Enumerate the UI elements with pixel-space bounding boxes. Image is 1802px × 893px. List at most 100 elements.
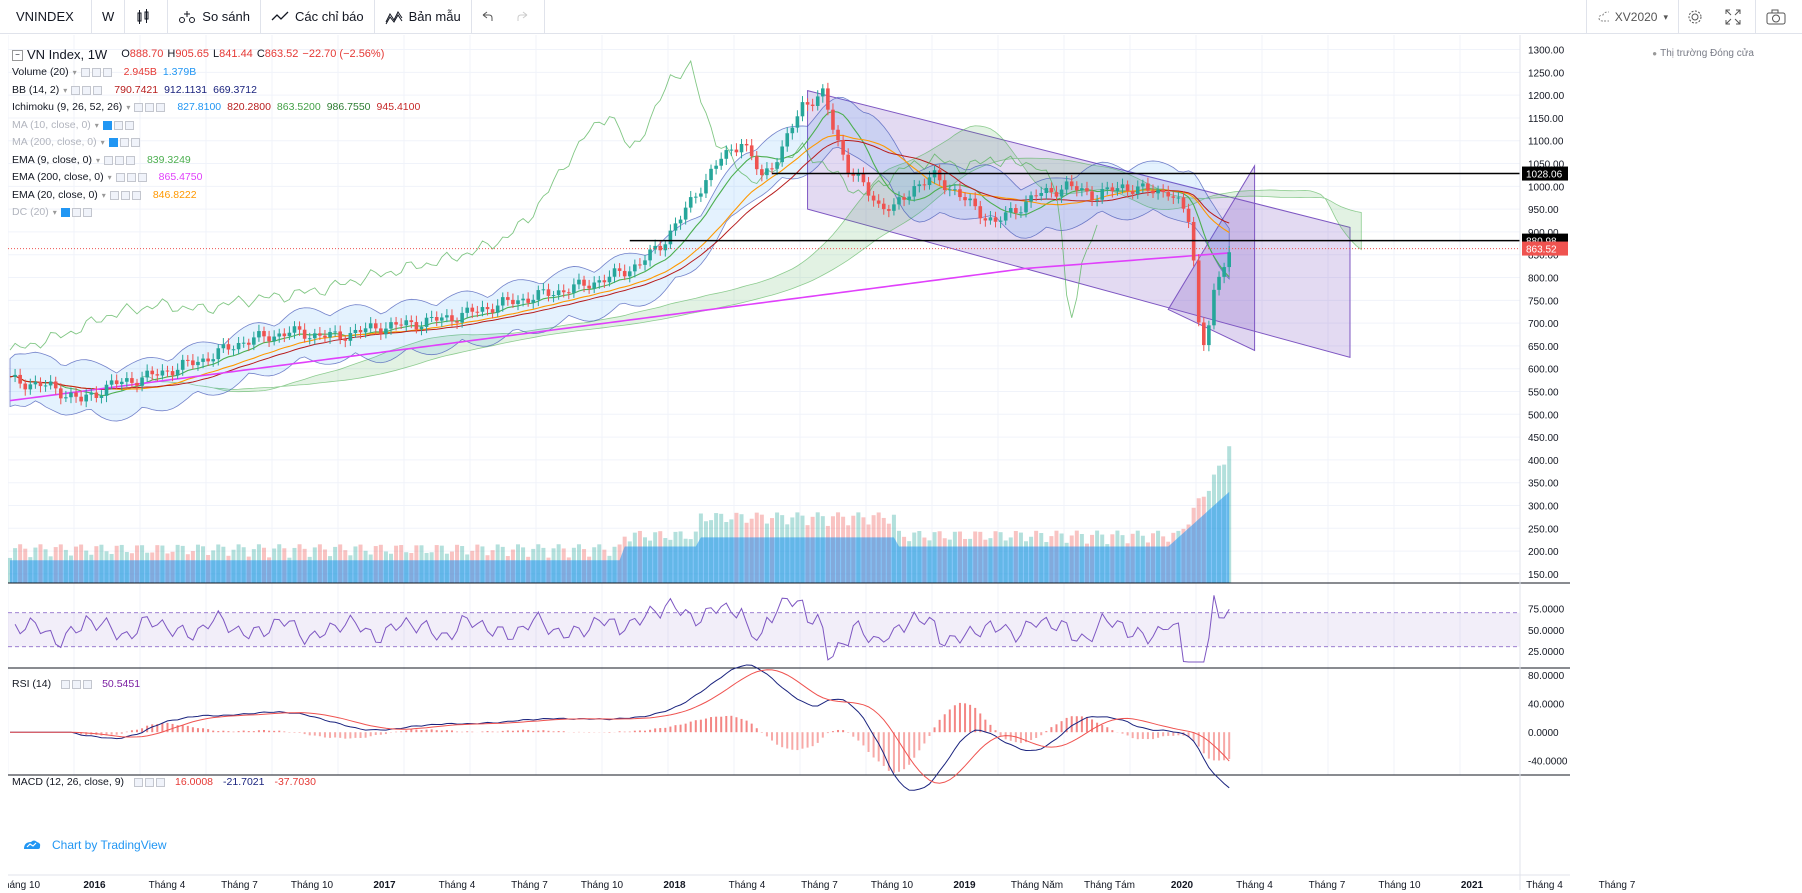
- indicator-controls[interactable]: [115, 173, 149, 183]
- compare-button[interactable]: So sánh: [168, 0, 261, 34]
- macd-histogram-bar: [562, 731, 565, 733]
- indicator-legend-row[interactable]: Ichimoku (9, 26, 52, 26) ▾ 827.8100 820.280…: [12, 99, 420, 117]
- indicator-controls[interactable]: [80, 68, 114, 78]
- indicator-legend-row[interactable]: MA (200, close, 0) ▾: [12, 134, 420, 152]
- candle-body: [688, 197, 693, 208]
- candle-body: [724, 150, 729, 159]
- indicator-legend-row[interactable]: EMA (20, close, 0) ▾ 846.8222: [12, 187, 420, 205]
- rsi-controls[interactable]: [61, 679, 94, 689]
- interval-button[interactable]: W: [92, 0, 126, 34]
- indicators-button[interactable]: Các chỉ báo: [261, 0, 375, 34]
- indicator-legend-row[interactable]: EMA (200, close, 0) ▾ 865.4750: [12, 169, 420, 187]
- candle-body: [810, 104, 815, 106]
- indicators-icon: [271, 11, 289, 20]
- candle-body: [140, 377, 144, 386]
- macd-legend[interactable]: MACD (12, 26, close, 9) 16.0008 -21.7021…: [12, 776, 316, 788]
- chevron-down-icon[interactable]: ▾: [72, 68, 77, 77]
- chart-style-button[interactable]: [125, 0, 169, 34]
- macd-histogram-bar: [466, 731, 469, 733]
- candle-body: [546, 289, 551, 296]
- undo-button[interactable]: [472, 0, 508, 34]
- open-value: 888.70: [129, 48, 164, 61]
- candle-body: [1202, 322, 1206, 346]
- indicator-value: 863.5200: [276, 101, 321, 113]
- macd-histogram-bar: [552, 731, 555, 733]
- time-tick-label: Tháng 10: [1378, 880, 1421, 890]
- chevron-down-icon[interactable]: ▾: [94, 120, 99, 130]
- watermark-label: Chart by TradingView: [52, 838, 167, 852]
- chevron-down-icon[interactable]: ▾: [101, 190, 106, 200]
- candle-body: [511, 299, 515, 305]
- time-tick-label: Tháng 7: [1309, 880, 1346, 890]
- low-value: 841.44: [219, 48, 253, 61]
- chevron-down-icon[interactable]: ▾: [95, 155, 100, 165]
- settings-button[interactable]: [1678, 0, 1717, 34]
- snapshot-button[interactable]: [1755, 0, 1802, 34]
- chevron-down-icon[interactable]: ▾: [107, 173, 112, 182]
- symbol-search[interactable]: VNINDEX: [0, 0, 92, 34]
- main-series-legend[interactable]: − VN Index, 1W O 888.70 H 905.65 L 841.44 C…: [12, 46, 420, 64]
- indicator-value: 790.7421: [114, 83, 159, 96]
- indicator-legend-row[interactable]: EMA (9, close, 0) ▾ 839.3249: [12, 152, 420, 170]
- price-chart[interactable]: 1300.00 1250.00 1200.00 1150.00 1100.00 1050.…: [8, 35, 1759, 890]
- chevron-down-icon[interactable]: ▾: [52, 208, 57, 217]
- chevron-down-icon[interactable]: ▾: [100, 138, 105, 147]
- macd-histogram-bar: [816, 732, 819, 743]
- collapse-icon[interactable]: −: [12, 49, 23, 61]
- price-tick-label: 950.00: [1528, 205, 1559, 216]
- indicator-name: Volume (20): [12, 66, 69, 78]
- macd-histogram-bar: [268, 730, 271, 733]
- indicator-controls[interactable]: [71, 85, 104, 95]
- macd-histogram-bar: [720, 716, 723, 733]
- indicator-legend-row[interactable]: BB (14, 2) ▾ 790.7421 912.1131 669.3712: [12, 82, 420, 100]
- templates-button[interactable]: Bản mẫu: [375, 0, 472, 34]
- indicator-controls[interactable]: [108, 138, 142, 148]
- macd-histogram-value: 16.0008: [175, 776, 214, 788]
- macd-histogram-bar: [176, 725, 179, 733]
- candle-body: [561, 290, 566, 293]
- indicator-value: 2.945B: [123, 66, 157, 78]
- candle-body: [597, 280, 602, 283]
- macd-histogram-bar: [1111, 730, 1114, 733]
- candle-body: [109, 380, 114, 385]
- macd-histogram-bar: [725, 715, 728, 733]
- indicator-legend-row[interactable]: MA (10, close, 0) ▾: [12, 117, 420, 135]
- macd-histogram-bar: [1146, 732, 1149, 740]
- macd-pane: [10, 664, 1231, 791]
- candle-body: [1176, 197, 1181, 199]
- fullscreen-button[interactable]: [1717, 0, 1755, 34]
- macd-controls[interactable]: [134, 777, 167, 787]
- macd-histogram-bar: [679, 724, 682, 733]
- chart-legend: − VN Index, 1W O 888.70 H 905.65 L 841.44 C…: [12, 46, 420, 222]
- indicator-value: 945.4100: [376, 101, 421, 113]
- macd-histogram-bar: [862, 732, 865, 746]
- indicator-controls[interactable]: [109, 190, 143, 200]
- indicator-controls[interactable]: [134, 103, 167, 113]
- rsi-legend[interactable]: RSI (14) 50.5451: [12, 678, 140, 690]
- macd-signal-value: -37.7030: [274, 776, 316, 788]
- candle-body: [1034, 195, 1038, 197]
- price-tick-label: 150.00: [1528, 570, 1559, 581]
- indicator-legend-row[interactable]: DC (20) ▾: [12, 204, 420, 222]
- macd-histogram-bar: [80, 732, 83, 735]
- chevron-down-icon[interactable]: ▾: [63, 85, 68, 95]
- candle-body: [988, 217, 993, 221]
- indicator-controls[interactable]: [60, 208, 94, 218]
- candle-body: [307, 338, 312, 340]
- indicator-controls[interactable]: [103, 155, 137, 165]
- layout-button[interactable]: XV2020 ▾: [1586, 0, 1678, 34]
- macd-histogram-bar: [278, 730, 281, 733]
- macd-histogram-bar: [1019, 732, 1022, 744]
- macd-histogram-bar: [669, 726, 672, 733]
- macd-histogram-bar: [1080, 716, 1083, 733]
- macd-histogram-bar: [293, 732, 296, 733]
- macd-histogram-bar: [1035, 732, 1038, 738]
- macd-histogram-bar: [964, 703, 967, 733]
- tradingview-watermark[interactable]: Chart by TradingView: [22, 838, 167, 852]
- macd-histogram-bar: [791, 732, 794, 750]
- indicator-legend-row[interactable]: Volume (20) ▾ 2.945B 1.379B: [12, 64, 420, 82]
- chevron-down-icon[interactable]: ▾: [126, 103, 131, 112]
- redo-button[interactable]: [508, 0, 545, 34]
- candle-body: [48, 381, 53, 386]
- indicator-controls[interactable]: [102, 120, 136, 130]
